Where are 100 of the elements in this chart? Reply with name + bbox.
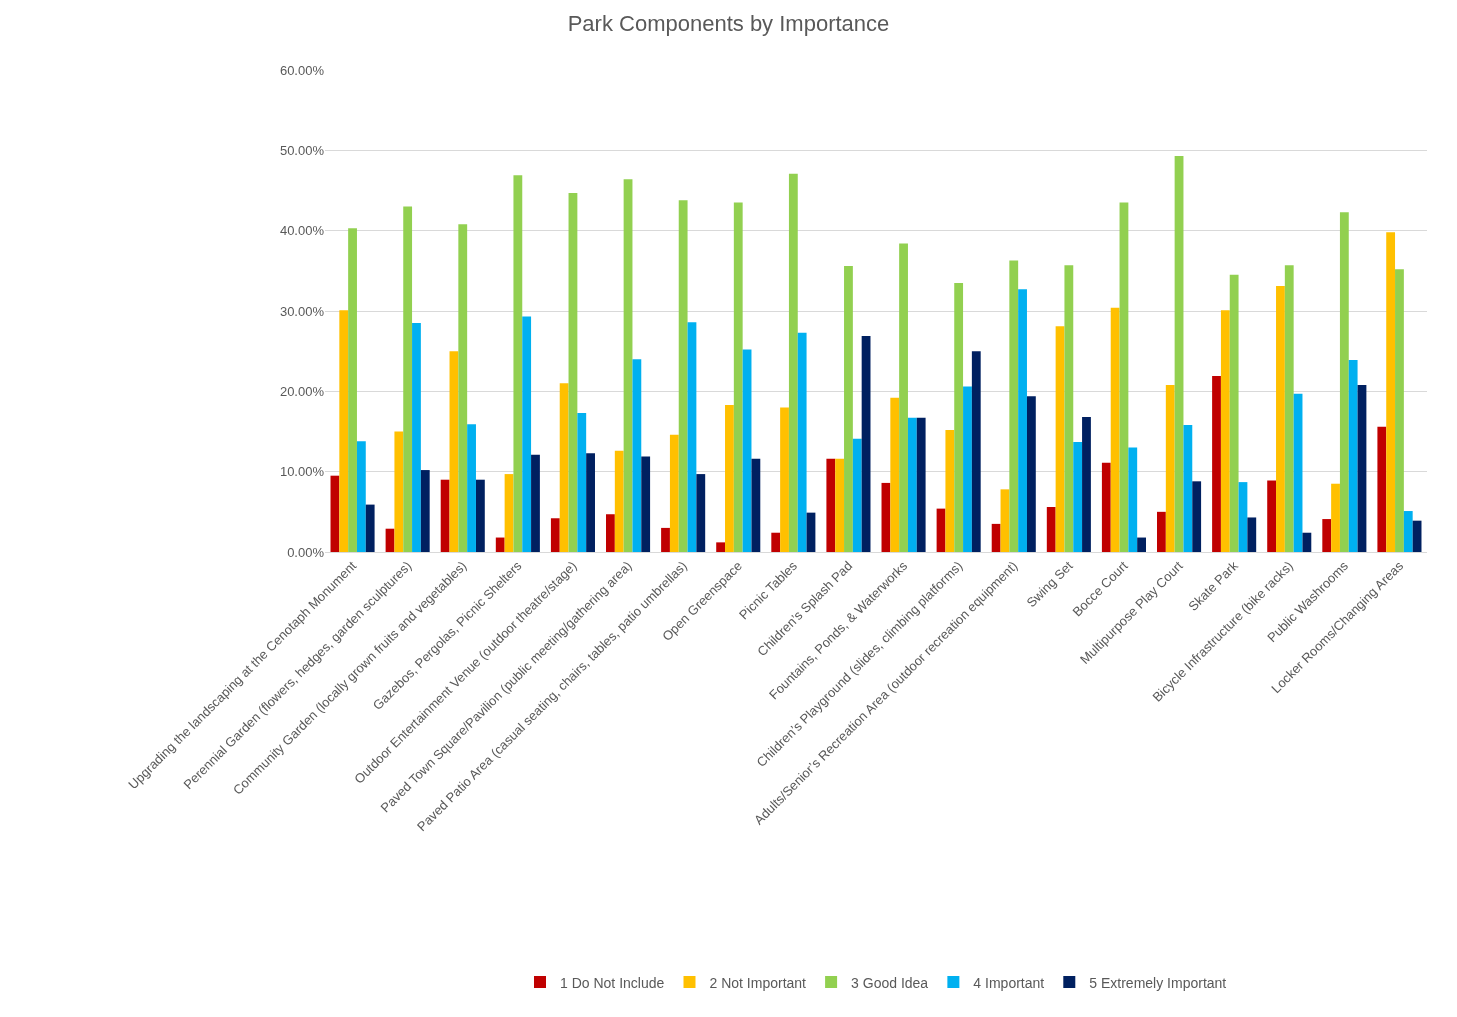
bar: [788, 173, 798, 552]
bar: [678, 200, 688, 552]
bar: [742, 349, 752, 552]
legend-label: 2 Not Important: [709, 974, 807, 991]
bar: [568, 192, 578, 552]
legend-label: 1 Do Not Include: [560, 974, 665, 991]
y-tick-label: 20.00%: [279, 383, 325, 399]
bar: [1183, 425, 1193, 552]
bar: [1082, 417, 1091, 552]
bar: [394, 431, 404, 552]
bar: [716, 542, 726, 552]
bar: [356, 441, 366, 552]
bar: [495, 537, 505, 552]
bar: [339, 310, 349, 552]
bar: [852, 438, 862, 552]
bar: [936, 508, 946, 552]
bar: [899, 243, 908, 552]
bar: [1377, 426, 1387, 552]
bar: [806, 512, 816, 552]
bar: [991, 523, 1001, 552]
bar: [1212, 376, 1221, 552]
bar: [1403, 511, 1413, 552]
bar: [954, 282, 964, 552]
bar: [1000, 489, 1010, 552]
bar: [1322, 519, 1332, 552]
bar: [458, 224, 468, 552]
bar: [614, 450, 624, 552]
bar: [945, 429, 955, 552]
bar: [1018, 289, 1027, 552]
bar: [1302, 532, 1312, 552]
bar: [1238, 482, 1248, 552]
bar: [1192, 481, 1202, 552]
bar: [1119, 202, 1129, 552]
bar: [1055, 326, 1065, 552]
legend-label: 3 Good Idea: [851, 974, 929, 991]
bar: [1165, 384, 1175, 552]
y-tick-label: 60.00%: [279, 62, 325, 78]
bar: [1137, 537, 1146, 552]
bar: [881, 482, 891, 552]
bar: [1284, 265, 1294, 552]
bar: [1357, 384, 1367, 552]
bar: [1386, 232, 1396, 552]
bar: [1339, 212, 1349, 552]
bar: [1293, 393, 1303, 552]
bar: [632, 359, 642, 552]
bar: [559, 383, 569, 552]
bar: [504, 474, 514, 552]
y-tick-label: 10.00%: [279, 464, 325, 480]
bar: [606, 514, 615, 552]
bar: [971, 351, 981, 552]
bar: [1064, 265, 1074, 552]
bar: [641, 456, 651, 552]
bar: [1026, 396, 1036, 552]
bar: [725, 404, 734, 552]
bar: [513, 175, 523, 552]
bar: [826, 458, 836, 552]
bar: [1073, 441, 1083, 552]
bar: [661, 527, 670, 552]
y-tick-label: 0.00%: [287, 544, 325, 560]
bar: [623, 179, 633, 552]
bar: [844, 266, 853, 552]
bar: [907, 417, 917, 552]
bar: [1229, 274, 1239, 552]
bar: [1128, 447, 1138, 552]
bar: [1220, 310, 1230, 552]
bar: [1174, 155, 1184, 552]
bar: [890, 397, 900, 552]
bar: [963, 386, 972, 552]
chart-title: Park Components by Importance: [567, 10, 890, 36]
bar: [550, 518, 560, 552]
bar: [916, 417, 926, 552]
bar: [1331, 483, 1340, 552]
bar: [440, 479, 450, 552]
bar: [696, 474, 706, 552]
bar: [1046, 507, 1056, 552]
legend-label: 5 Extremely Important: [1089, 974, 1227, 991]
bar: [771, 532, 781, 552]
bar: [420, 470, 430, 552]
bar: [586, 453, 595, 552]
bar: [412, 323, 421, 552]
bar: [687, 322, 697, 552]
bar: [1395, 269, 1404, 552]
bar: [1157, 511, 1166, 552]
bar: [1101, 462, 1111, 552]
bar: [330, 475, 340, 552]
bar: [1110, 307, 1120, 552]
y-tick-label: 50.00%: [279, 142, 325, 158]
bar: [348, 228, 357, 552]
bar: [1247, 517, 1257, 552]
bar: [780, 407, 789, 552]
bar: [797, 332, 807, 552]
bar: [835, 458, 845, 552]
bar: [733, 202, 743, 552]
bar: [522, 316, 532, 552]
bar: [1009, 260, 1019, 552]
bar: [467, 424, 476, 552]
bar: [1276, 286, 1285, 552]
y-tick-label: 30.00%: [279, 303, 325, 319]
bar: [577, 413, 587, 552]
bar: [403, 206, 413, 552]
